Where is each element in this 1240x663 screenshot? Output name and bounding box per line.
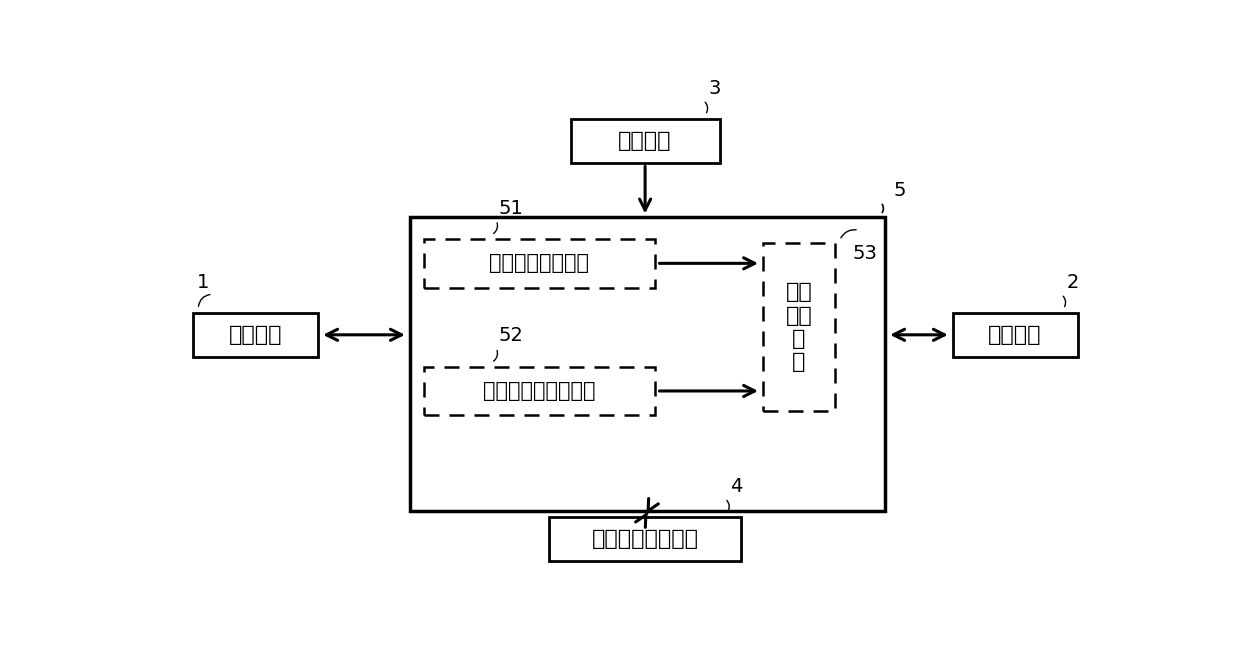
Text: 申请终端: 申请终端 bbox=[229, 325, 283, 345]
Text: 数据
处理
模
块: 数据 处理 模 块 bbox=[785, 282, 812, 372]
Text: 驾驶员信息存储模块: 驾驶员信息存储模块 bbox=[484, 381, 595, 401]
Bar bbox=[952, 313, 1078, 357]
Text: 3: 3 bbox=[708, 79, 720, 97]
Text: 4: 4 bbox=[730, 477, 743, 496]
Text: 1: 1 bbox=[197, 272, 210, 292]
Bar bbox=[409, 217, 885, 511]
Text: 51: 51 bbox=[498, 199, 523, 217]
Text: 车辆调度管理终端: 车辆调度管理终端 bbox=[591, 529, 698, 549]
Text: 52: 52 bbox=[498, 326, 523, 345]
Text: 5: 5 bbox=[894, 180, 906, 200]
Bar bbox=[193, 313, 319, 357]
Bar bbox=[570, 119, 719, 162]
Text: 车辆信息存储模块: 车辆信息存储模块 bbox=[490, 253, 589, 273]
Text: 审批终端: 审批终端 bbox=[988, 325, 1042, 345]
Bar bbox=[549, 517, 742, 561]
Text: 53: 53 bbox=[852, 243, 877, 263]
Bar bbox=[424, 367, 655, 415]
Bar bbox=[763, 243, 835, 411]
Bar bbox=[424, 239, 655, 288]
Text: 2: 2 bbox=[1066, 272, 1079, 292]
Text: 车载终端: 车载终端 bbox=[619, 131, 672, 151]
